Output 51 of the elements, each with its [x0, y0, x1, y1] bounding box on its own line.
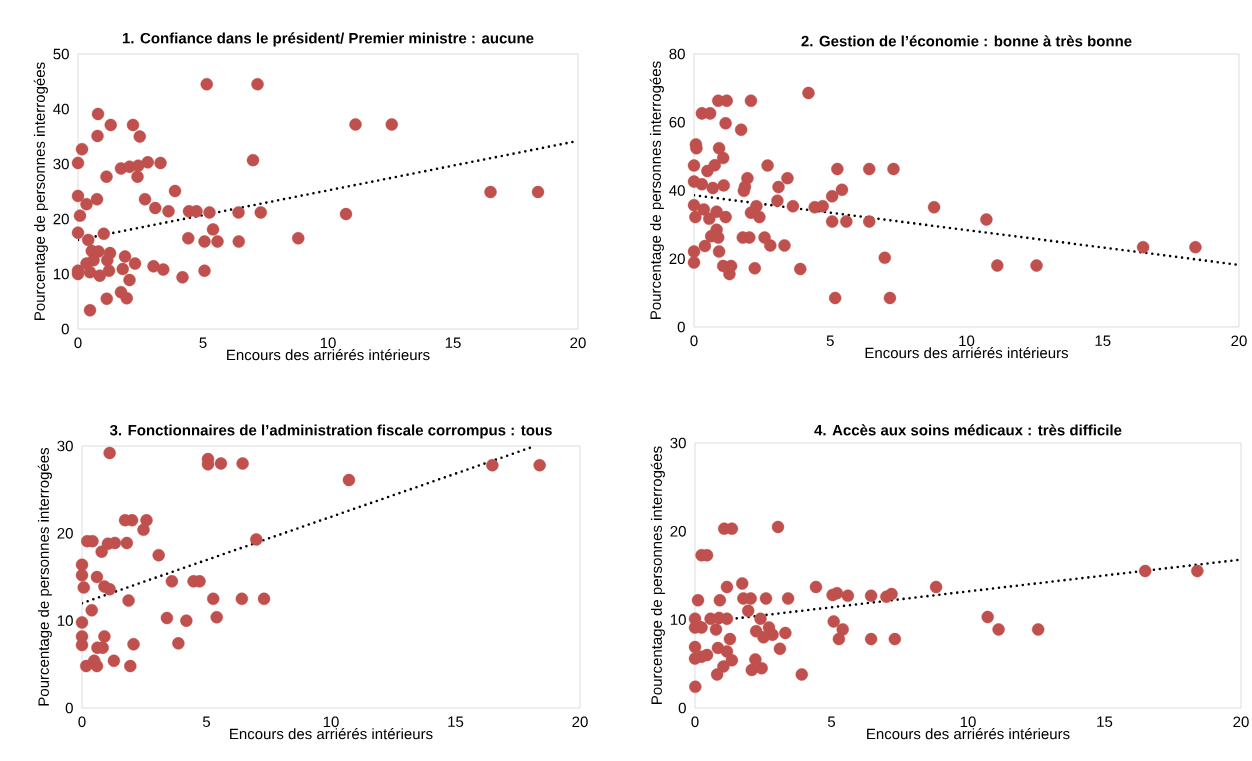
- y-tick-label: 0: [677, 321, 685, 333]
- y-tick-label: 20: [53, 213, 69, 225]
- x-axis-title: Encours des arriérés intérieurs: [230, 728, 433, 740]
- y-tick-label: 10: [670, 614, 686, 625]
- x-axis-title: Encours des arriérés intérieurs: [867, 728, 1070, 740]
- chart-title: 4. Accès aux soins médicaux : très difficile: [814, 424, 1122, 436]
- x-tick-label: 20: [572, 716, 588, 728]
- x-tick-label: 10: [960, 716, 976, 728]
- y-tick-label: 20: [669, 253, 685, 265]
- x-tick-label: 15: [448, 716, 464, 727]
- y-tick-label: 20: [57, 528, 73, 539]
- x-tick-label: 20: [570, 337, 586, 349]
- y-tick-label: 0: [65, 702, 73, 714]
- y-tick-label: 0: [678, 702, 686, 714]
- x-tick-label: 0: [690, 335, 698, 347]
- x-tick-label: 5: [199, 337, 207, 348]
- x-tick-label: 10: [323, 716, 339, 728]
- x-tick-label: 15: [445, 337, 461, 348]
- y-tick-label: 10: [53, 268, 69, 280]
- x-tick-label: 5: [202, 716, 211, 727]
- y-tick-label: 40: [53, 103, 69, 115]
- chart-title: 2. Gestion de l’économie : bonne à très bonne: [801, 35, 1132, 47]
- chart-title: 3. Fonctionnaires de l’administration fiscale corrompus : tous: [109, 424, 552, 439]
- x-tick-label: 10: [320, 337, 336, 349]
- y-tick-label: 60: [669, 116, 685, 128]
- x-tick-label: 5: [826, 335, 834, 346]
- y-tick-label: 80: [669, 48, 685, 60]
- x-tick-label: 5: [827, 716, 836, 727]
- x-tick-label: 15: [1097, 716, 1113, 727]
- y-tick-label: 30: [670, 437, 686, 449]
- chart-title: 1. Confiance dans le président/ Premier ministre : aucune: [122, 32, 534, 47]
- x-tick-label: 10: [959, 335, 975, 347]
- x-tick-label: 20: [1233, 716, 1249, 728]
- y-tick-label: 50: [53, 48, 69, 60]
- x-axis-title: Encours des arriérés intérieurs: [227, 349, 430, 361]
- y-axis-title: Pourcentage de personnes interrogées: [649, 61, 664, 319]
- y-tick-label: 40: [669, 185, 685, 196]
- x-tick-label: 0: [78, 716, 86, 728]
- x-axis-title: Encours des arriérés intérieurs: [865, 347, 1069, 359]
- y-tick-label: 30: [53, 158, 69, 170]
- y-tick-label: 30: [57, 440, 73, 452]
- x-tick-label: 0: [74, 337, 82, 349]
- y-tick-label: 10: [57, 615, 73, 626]
- x-tick-label: 20: [1231, 335, 1247, 347]
- x-tick-label: 15: [1095, 335, 1111, 346]
- y-axis-title: Pourcentage de personnes interrogées: [650, 446, 665, 704]
- y-tick-label: 20: [670, 526, 686, 537]
- y-tick-label: 0: [61, 323, 69, 335]
- y-axis-title: Pourcentage de personnes interrogées: [33, 62, 48, 320]
- x-tick-label: 0: [691, 716, 699, 728]
- y-axis-title: Pourcentage de personnes interrogées: [37, 447, 52, 706]
